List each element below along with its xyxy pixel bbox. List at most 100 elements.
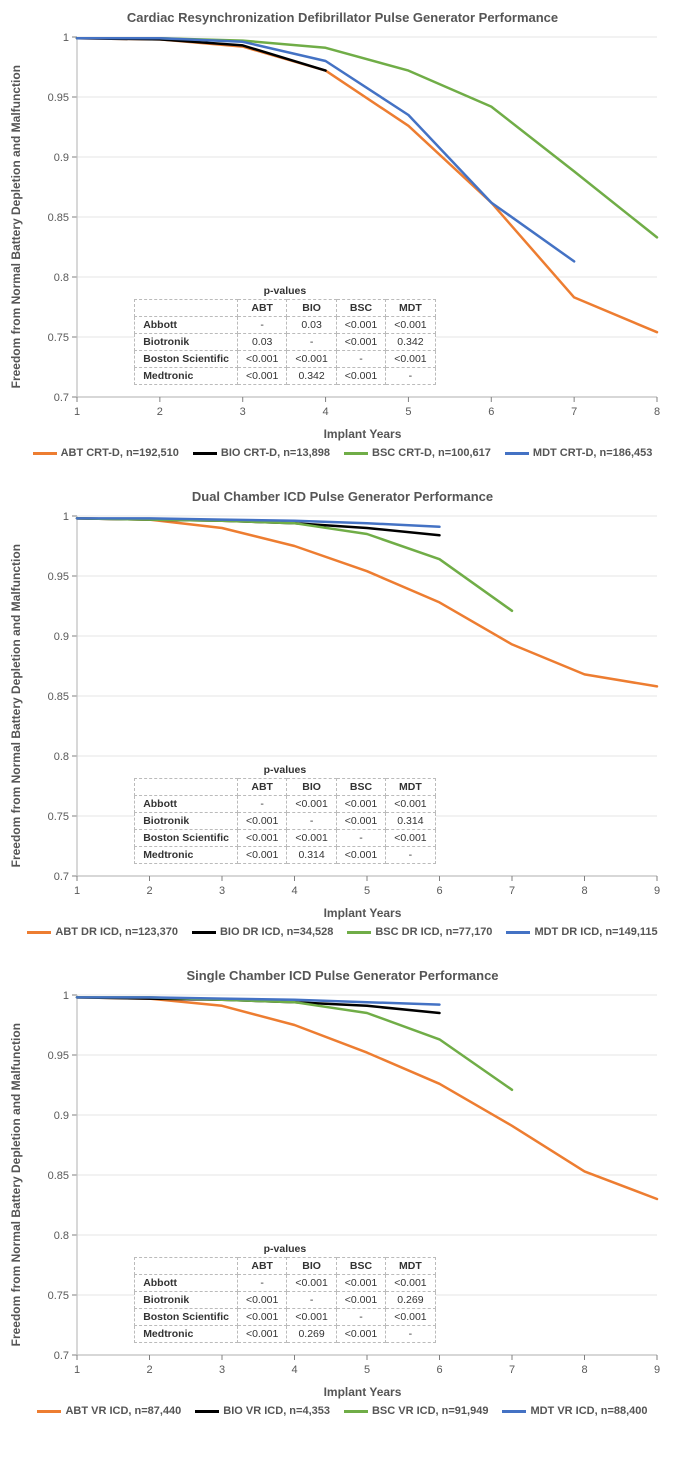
- pv-row-label: Boston Scientific: [135, 830, 238, 847]
- svg-text:7: 7: [571, 406, 577, 418]
- svg-text:0.9: 0.9: [54, 1110, 69, 1122]
- pv-row-label: Medtronic: [135, 368, 238, 385]
- chart-wrap: Freedom from Normal Battery Depletion an…: [10, 987, 675, 1383]
- pv-row-label: Abbott: [135, 317, 238, 334]
- svg-text:2: 2: [147, 1364, 153, 1376]
- svg-text:1: 1: [74, 406, 80, 418]
- chart-panel-crt-d: Cardiac Resynchronization Defibrillator …: [10, 10, 675, 459]
- legend-swatch: [192, 931, 216, 934]
- svg-text:0.75: 0.75: [48, 332, 69, 344]
- pv-cell: -: [287, 1292, 336, 1309]
- pv-cell: -: [237, 317, 286, 334]
- svg-text:8: 8: [582, 885, 588, 897]
- pv-cell: <0.001: [336, 1326, 385, 1343]
- pv-row-label: Medtronic: [135, 847, 238, 864]
- pv-cell: <0.001: [237, 368, 286, 385]
- svg-text:4: 4: [292, 885, 298, 897]
- svg-text:0.7: 0.7: [54, 1350, 69, 1362]
- pv-col-header: BSC: [336, 779, 385, 796]
- legend-item-bio: BIO DR ICD, n=34,528: [192, 926, 333, 938]
- pv-col-header: ABT: [237, 300, 286, 317]
- legend-label: BIO DR ICD, n=34,528: [220, 926, 333, 938]
- plot-area: 0.70.750.80.850.90.95112345678p-valuesAB…: [29, 29, 665, 425]
- pv-col-header: MDT: [386, 300, 435, 317]
- legend-label: BIO CRT-D, n=13,898: [221, 447, 330, 459]
- x-axis-label: Implant Years: [50, 1385, 675, 1399]
- pv-cell: <0.001: [386, 830, 435, 847]
- pv-row-label: Biotronik: [135, 1292, 238, 1309]
- legend-label: BSC DR ICD, n=77,170: [375, 926, 492, 938]
- legend-swatch: [505, 452, 529, 455]
- legend-label: ABT VR ICD, n=87,440: [65, 1405, 181, 1417]
- svg-text:9: 9: [654, 885, 660, 897]
- svg-text:0.85: 0.85: [48, 1170, 69, 1182]
- svg-text:0.95: 0.95: [48, 1050, 69, 1062]
- pvalues-caption: p-values: [135, 1241, 435, 1258]
- pv-row-label: Medtronic: [135, 1326, 238, 1343]
- svg-text:0.8: 0.8: [54, 272, 69, 284]
- pv-cell: <0.001: [336, 813, 385, 830]
- svg-text:4: 4: [323, 406, 329, 418]
- legend-label: MDT VR ICD, n=88,400: [530, 1405, 647, 1417]
- legend-swatch: [344, 1410, 368, 1413]
- legend-label: BSC VR ICD, n=91,949: [372, 1405, 488, 1417]
- pv-col-header: MDT: [386, 1258, 435, 1275]
- series-line-abt: [77, 997, 657, 1199]
- pv-cell: <0.001: [386, 1275, 435, 1292]
- series-line-bsc: [77, 518, 512, 610]
- svg-text:7: 7: [509, 1364, 515, 1376]
- svg-text:6: 6: [437, 1364, 443, 1376]
- legend-swatch: [344, 452, 368, 455]
- panel-title: Cardiac Resynchronization Defibrillator …: [10, 10, 675, 25]
- pv-cell: -: [237, 1275, 286, 1292]
- legend-item-mdt: MDT VR ICD, n=88,400: [502, 1405, 647, 1417]
- plot-area: 0.70.750.80.850.90.951123456789p-valuesA…: [29, 508, 665, 904]
- svg-text:3: 3: [240, 406, 246, 418]
- pv-cell: -: [287, 334, 336, 351]
- legend-swatch: [347, 931, 371, 934]
- pv-cell: <0.001: [237, 1309, 286, 1326]
- svg-text:0.95: 0.95: [48, 92, 69, 104]
- legend-label: MDT DR ICD, n=149,115: [534, 926, 657, 938]
- svg-text:5: 5: [406, 406, 412, 418]
- chart-panel-vr-icd: Single Chamber ICD Pulse Generator Perfo…: [10, 968, 675, 1417]
- legend-item-bio: BIO CRT-D, n=13,898: [193, 447, 330, 459]
- svg-text:8: 8: [582, 1364, 588, 1376]
- svg-text:6: 6: [488, 406, 494, 418]
- svg-text:0.7: 0.7: [54, 871, 69, 883]
- svg-text:9: 9: [654, 1364, 660, 1376]
- pv-cell: 0.269: [386, 1292, 435, 1309]
- pv-cell: 0.342: [287, 368, 336, 385]
- pv-cell: <0.001: [336, 1292, 385, 1309]
- svg-text:0.9: 0.9: [54, 631, 69, 643]
- legend-label: BSC CRT-D, n=100,617: [372, 447, 491, 459]
- pvalues-caption: p-values: [135, 762, 435, 779]
- x-axis-label: Implant Years: [50, 427, 675, 441]
- legend-swatch: [502, 1410, 526, 1413]
- legend-item-bsc: BSC DR ICD, n=77,170: [347, 926, 492, 938]
- pvalues-table: p-valuesABTBIOBSCMDTAbbott-0.03<0.001<0.…: [134, 283, 435, 385]
- legend-item-mdt: MDT CRT-D, n=186,453: [505, 447, 653, 459]
- pv-col-header: BSC: [336, 300, 385, 317]
- svg-text:2: 2: [147, 885, 153, 897]
- series-line-bsc: [77, 997, 512, 1089]
- pv-col-header: BIO: [287, 300, 336, 317]
- legend-item-abt: ABT DR ICD, n=123,370: [27, 926, 178, 938]
- legend-swatch: [37, 1410, 61, 1413]
- legend-item-bsc: BSC VR ICD, n=91,949: [344, 1405, 488, 1417]
- pv-cell: <0.001: [336, 796, 385, 813]
- pv-cell: -: [386, 368, 435, 385]
- legend-swatch: [27, 931, 51, 934]
- svg-text:0.8: 0.8: [54, 751, 69, 763]
- pv-cell: -: [336, 1309, 385, 1326]
- pvalues-caption: p-values: [135, 283, 435, 300]
- pv-cell: <0.001: [287, 351, 336, 368]
- series-line-bio: [77, 38, 326, 70]
- pv-cell: <0.001: [237, 813, 286, 830]
- svg-text:2: 2: [157, 406, 163, 418]
- svg-text:0.8: 0.8: [54, 1230, 69, 1242]
- legend-item-bsc: BSC CRT-D, n=100,617: [344, 447, 491, 459]
- x-axis-label: Implant Years: [50, 906, 675, 920]
- pv-cell: -: [237, 796, 286, 813]
- pv-cell: <0.001: [287, 1275, 336, 1292]
